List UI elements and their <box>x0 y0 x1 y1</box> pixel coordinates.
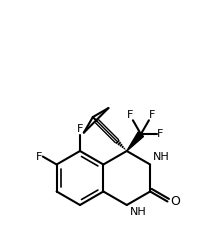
Text: O: O <box>170 195 180 208</box>
Text: NH: NH <box>130 207 146 217</box>
Text: F: F <box>127 110 133 120</box>
Text: F: F <box>77 124 83 134</box>
Polygon shape <box>127 132 144 151</box>
Text: F: F <box>35 152 42 161</box>
Text: F: F <box>157 129 163 139</box>
Text: F: F <box>149 110 155 120</box>
Text: NH: NH <box>153 153 170 162</box>
